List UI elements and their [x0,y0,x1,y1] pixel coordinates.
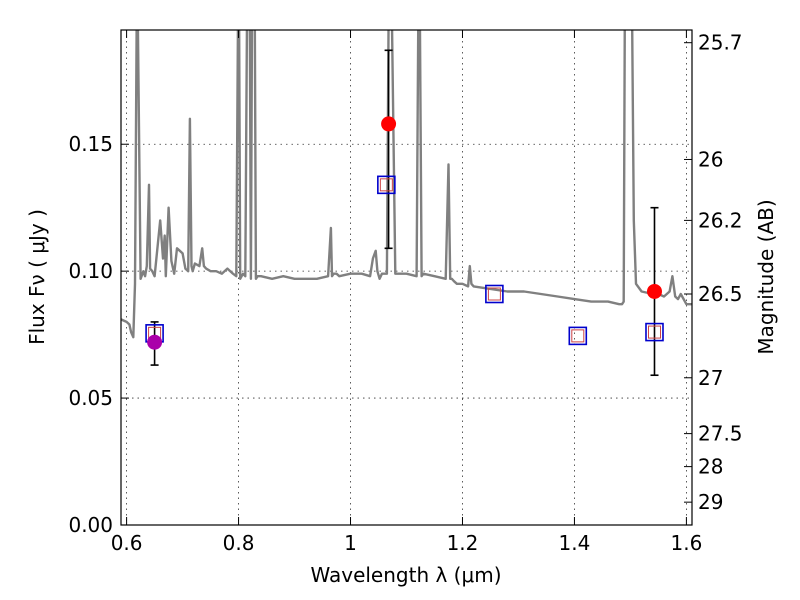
right-tick-label: 26.2 [698,208,743,232]
x-tick-label: 1.2 [447,531,479,555]
x-tick-label: 1.6 [670,531,702,555]
model-point [377,175,396,195]
model-point-inner [487,287,501,301]
model-point-inner [379,178,393,192]
right-tick-label: 26 [698,147,723,171]
axis-ticks: 0.6 0.8 1 1.2 1.4 1.6 0.00 0.05 0.10 0.15 25.7 26 26… [68,30,743,555]
model-point [645,322,664,342]
x-axis-label: Wavelength λ (μm) [310,563,501,587]
right-tick-label: 27 [698,366,723,390]
right-tick-label: 28 [698,455,723,479]
x-tick-label: 1 [344,531,357,555]
right-tick-label: 26.5 [698,282,743,306]
right-tick-label: 29 [698,490,723,514]
plot-area [121,30,692,377]
model-point-inner [647,325,661,339]
model-point [485,284,504,304]
right-tick-label: 27.5 [698,422,743,446]
y-tick-label: 0.15 [68,132,113,156]
observed-point [381,116,397,132]
x-tick-label: 0.8 [223,531,255,555]
y-axis-label-right: Magnitude (AB) [754,199,778,354]
y-axis-label-left: Flux Fν ( μJy ) [25,209,49,345]
model-point-inner [571,329,585,343]
spectrum-line [121,30,692,339]
x-tick-label: 1.4 [559,531,591,555]
x-tick-label: 0.6 [111,531,143,555]
grid [121,30,692,526]
y-tick-label: 0.05 [68,386,113,410]
plot-frame [120,29,693,526]
y-tick-label: 0.00 [68,513,113,537]
observed-point [147,334,163,350]
observed-point [646,283,662,299]
model-point [568,326,588,346]
y-tick-label: 0.10 [68,259,113,283]
right-tick-label: 25.7 [698,31,743,55]
